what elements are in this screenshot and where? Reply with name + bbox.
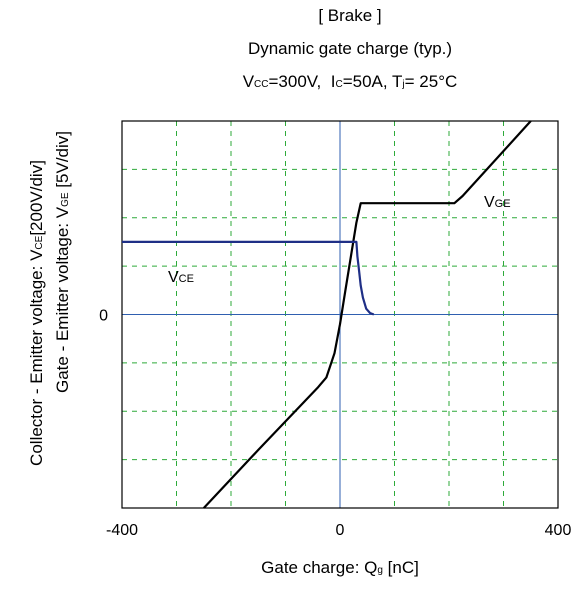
tj-sub: j xyxy=(402,79,405,90)
ic-sub: C xyxy=(335,79,343,90)
y-axis-label-outer: Collector - Emitter voltage: VCE[200V/di… xyxy=(27,160,46,466)
x-tick-label: 0 xyxy=(336,522,345,539)
y-tick-label: 0 xyxy=(99,308,108,325)
ic-label: I xyxy=(330,72,336,91)
tj-label: T xyxy=(392,72,403,91)
vcc-value: =300V, xyxy=(268,72,322,91)
test-conditions: VCC=300V, IC=50A, Tj= 25°C xyxy=(100,72,586,92)
series xyxy=(122,120,532,509)
series-line-vce xyxy=(122,240,375,316)
chart-subtitle: Dynamic gate charge (typ.) xyxy=(247,39,453,58)
vcc-label: V xyxy=(242,72,255,91)
axes xyxy=(121,120,559,509)
chart-title: [ Brake ] xyxy=(318,6,382,25)
plot-frame xyxy=(121,120,559,509)
ic-value: =50A, xyxy=(342,72,388,91)
labels: -400 0 400 0 VGE VCE xyxy=(99,194,571,539)
series-label-vce: VCE xyxy=(168,269,194,286)
series-line-vge xyxy=(202,120,532,509)
series-label-vge: VGE xyxy=(484,194,511,211)
x-tick-label: 400 xyxy=(545,522,572,539)
tj-value: = 25°C xyxy=(404,72,458,91)
y-axis-label-inner: Gate - Emitter voltage: VGE [5V/div] xyxy=(53,130,72,394)
vcc-sub: CC xyxy=(254,79,269,90)
x-tick-label: -400 xyxy=(106,522,138,539)
x-axis-label: Gate charge: Qg [nC] xyxy=(261,558,419,577)
